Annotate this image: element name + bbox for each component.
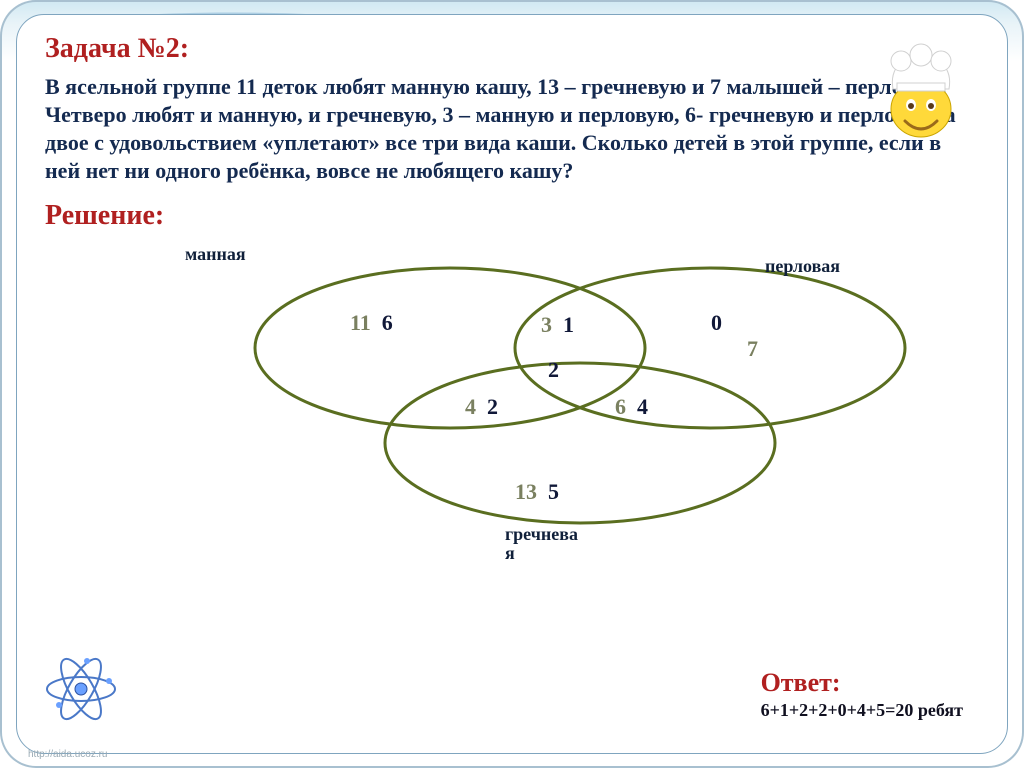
venn-region-b_and_c: 6 4	[615, 394, 648, 420]
set-c	[385, 363, 775, 523]
venn-region-center: 2	[548, 357, 559, 383]
answer-heading: Ответ:	[761, 668, 963, 698]
chef-emoji-icon	[879, 41, 963, 141]
venn-region-a_and_b: 3 1	[541, 312, 574, 338]
set-b	[515, 268, 905, 428]
venn-label-b: перловая	[765, 256, 840, 277]
answer-block: Ответ: 6+1+2+2+0+4+5=20 ребят	[761, 668, 963, 721]
slide-frame-inner: Задача №2: В ясельной группе 11 деток лю…	[16, 14, 1008, 754]
venn-label-c: гречнева я	[505, 525, 578, 563]
atom-icon	[43, 651, 119, 727]
venn-diagram: манная перловая гречнева я 11 60713 53 1…	[45, 214, 979, 544]
source-url-hint: http://aida.ucoz.ru	[28, 749, 108, 760]
venn-label-c-line2: я	[505, 543, 515, 563]
venn-label-a: манная	[185, 244, 246, 265]
set-a	[255, 268, 645, 428]
venn-region-only_b: 07	[711, 310, 758, 362]
problem-text: В ясельной группе 11 деток любят манную …	[45, 73, 975, 186]
venn-region-a_and_c: 4 2	[465, 394, 498, 420]
slide-frame-outer: Задача №2: В ясельной группе 11 деток лю…	[0, 0, 1024, 768]
answer-text: 6+1+2+2+0+4+5=20 ребят	[761, 700, 963, 721]
problem-title: Задача №2:	[45, 33, 979, 65]
venn-region-only_a: 11 6	[350, 310, 393, 336]
venn-label-c-line1: гречнева	[505, 524, 578, 544]
venn-region-only_c: 13 5	[515, 479, 559, 505]
